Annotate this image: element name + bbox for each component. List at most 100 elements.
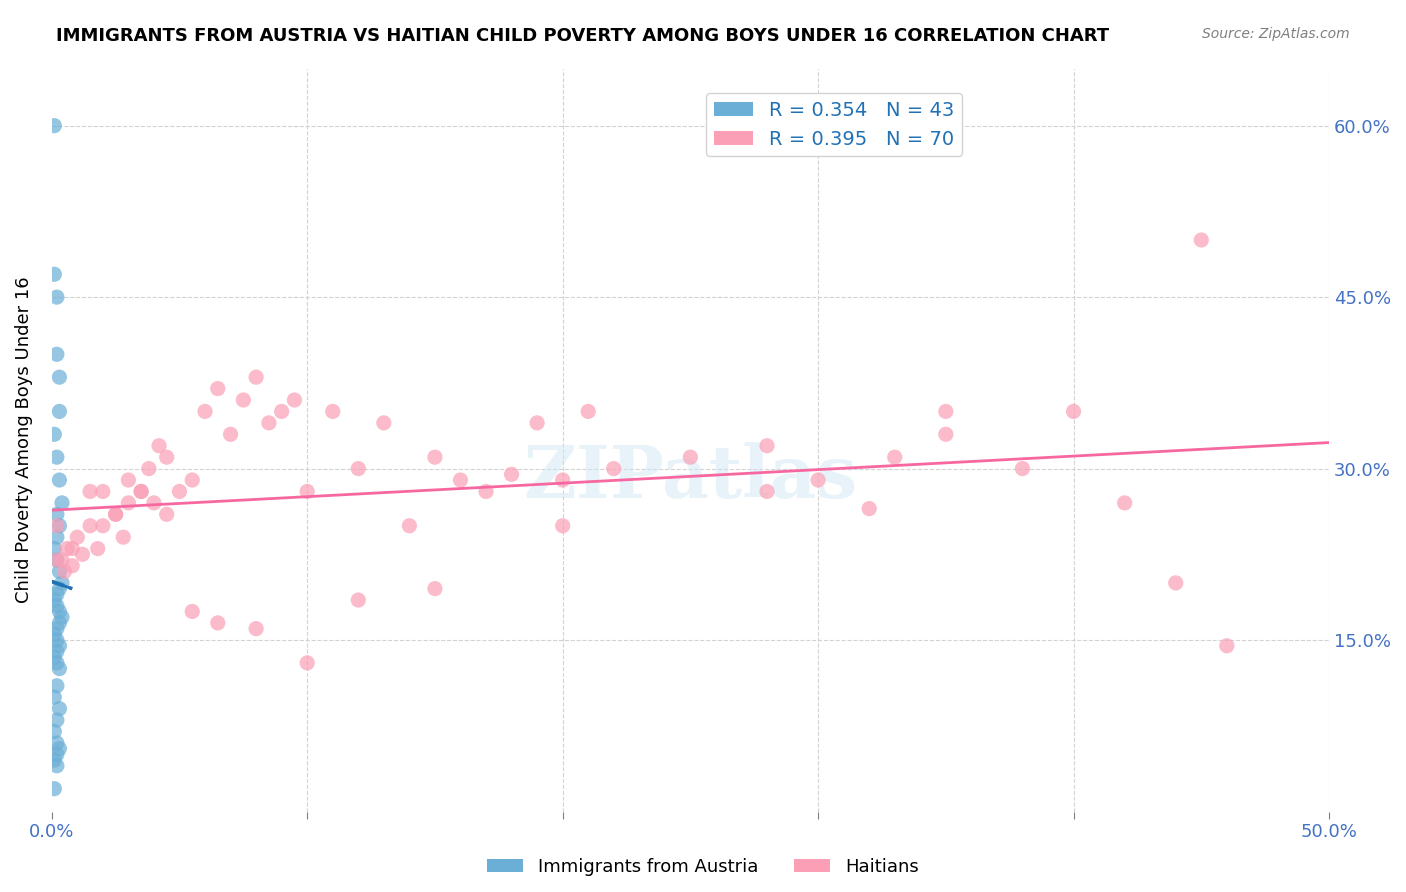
Point	[60, 541, 83, 556]
Point	[51, 496, 73, 510]
Point	[245, 370, 267, 384]
Point	[156, 508, 179, 522]
Point	[60, 558, 83, 573]
Point	[194, 404, 217, 418]
Point	[44, 753, 66, 767]
Point	[48, 639, 70, 653]
Point	[44, 724, 66, 739]
Point	[72, 547, 94, 561]
Point	[48, 473, 70, 487]
Legend: R = 0.354   N = 43, R = 0.395   N = 70: R = 0.354 N = 43, R = 0.395 N = 70	[706, 93, 962, 156]
Point	[450, 473, 472, 487]
Point	[45, 553, 67, 567]
Point	[142, 496, 165, 510]
Point	[245, 622, 267, 636]
Point	[51, 553, 73, 567]
Point	[87, 541, 110, 556]
Point	[79, 518, 101, 533]
Point	[603, 461, 626, 475]
Point	[45, 644, 67, 658]
Point	[48, 404, 70, 418]
Point	[858, 501, 880, 516]
Point	[373, 416, 395, 430]
Point	[45, 679, 67, 693]
Point	[48, 582, 70, 596]
Point	[526, 416, 548, 430]
Point	[156, 450, 179, 465]
Point	[45, 508, 67, 522]
Point	[551, 473, 574, 487]
Point	[283, 392, 305, 407]
Point	[48, 605, 70, 619]
Point	[129, 484, 152, 499]
Point	[45, 759, 67, 773]
Point	[45, 518, 67, 533]
Point	[45, 736, 67, 750]
Point	[44, 119, 66, 133]
Point	[91, 484, 114, 499]
Point	[1164, 575, 1187, 590]
Point	[45, 747, 67, 762]
Point	[883, 450, 905, 465]
Point	[117, 496, 139, 510]
Point	[1063, 404, 1085, 418]
Point	[56, 541, 79, 556]
Point	[45, 622, 67, 636]
Point	[181, 605, 204, 619]
Point	[45, 290, 67, 304]
Point	[475, 484, 498, 499]
Point	[51, 575, 73, 590]
Point	[551, 518, 574, 533]
Point	[295, 656, 318, 670]
Point	[48, 701, 70, 715]
Point	[219, 427, 242, 442]
Point	[44, 690, 66, 705]
Point	[807, 473, 830, 487]
Point	[51, 610, 73, 624]
Point	[45, 599, 67, 613]
Text: Source: ZipAtlas.com: Source: ZipAtlas.com	[1202, 27, 1350, 41]
Point	[347, 461, 370, 475]
Point	[44, 650, 66, 665]
Text: IMMIGRANTS FROM AUSTRIA VS HAITIAN CHILD POVERTY AMONG BOYS UNDER 16 CORRELATION: IMMIGRANTS FROM AUSTRIA VS HAITIAN CHILD…	[56, 27, 1109, 45]
Y-axis label: Child Poverty Among Boys Under 16: Child Poverty Among Boys Under 16	[15, 277, 32, 603]
Point	[322, 404, 344, 418]
Point	[53, 565, 76, 579]
Point	[148, 439, 170, 453]
Point	[935, 404, 957, 418]
Point	[48, 565, 70, 579]
Legend: Immigrants from Austria, Haitians: Immigrants from Austria, Haitians	[479, 851, 927, 883]
Point	[1189, 233, 1212, 247]
Point	[45, 633, 67, 648]
Point	[45, 530, 67, 544]
Point	[181, 473, 204, 487]
Point	[117, 473, 139, 487]
Point	[48, 741, 70, 756]
Point	[270, 404, 292, 418]
Point	[44, 593, 66, 607]
Point	[1011, 461, 1033, 475]
Point	[91, 518, 114, 533]
Point	[1114, 496, 1136, 510]
Point	[44, 781, 66, 796]
Point	[679, 450, 702, 465]
Point	[44, 627, 66, 641]
Point	[44, 541, 66, 556]
Point	[423, 450, 446, 465]
Point	[45, 553, 67, 567]
Point	[45, 713, 67, 727]
Point	[935, 427, 957, 442]
Point	[104, 508, 127, 522]
Point	[257, 416, 280, 430]
Point	[112, 530, 135, 544]
Point	[48, 662, 70, 676]
Point	[423, 582, 446, 596]
Point	[66, 530, 89, 544]
Point	[501, 467, 523, 482]
Point	[232, 392, 254, 407]
Point	[44, 427, 66, 442]
Point	[48, 370, 70, 384]
Point	[104, 508, 127, 522]
Point	[576, 404, 599, 418]
Point	[295, 484, 318, 499]
